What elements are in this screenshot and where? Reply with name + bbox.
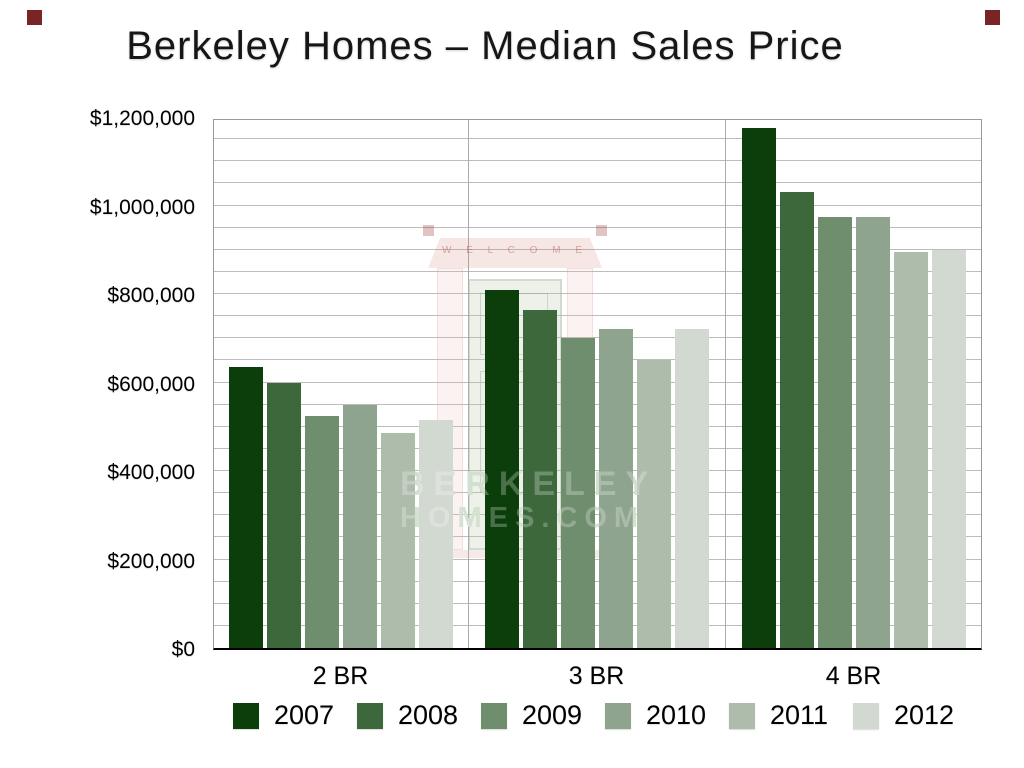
- legend-item-2010: 2010: [605, 700, 729, 731]
- y-axis-label: $200,000: [107, 549, 195, 573]
- legend-swatch-2008: [357, 702, 383, 729]
- legend-item-2007: 2007: [233, 700, 357, 731]
- watermark-door-pediment: [428, 238, 602, 268]
- watermark-corner-square-right: [596, 225, 607, 236]
- gridline: [214, 602, 981, 604]
- x-axis-label-3br: 3 BR: [568, 662, 625, 690]
- legend-item-2011: 2011: [729, 700, 853, 731]
- legend-label-2009: 2009: [522, 700, 583, 730]
- watermark-welcome-text: W E L C O M E: [442, 245, 588, 256]
- x-axis-label-4br: 4 BR: [825, 662, 882, 690]
- legend: 2007 2008 2009 2010 2011 2012: [233, 700, 977, 731]
- y-axis-label: $0: [171, 638, 195, 661]
- category-divider: [468, 120, 469, 648]
- gridline: [214, 470, 981, 471]
- gridline: [214, 558, 981, 560]
- gridline: [214, 492, 981, 494]
- gridline: [214, 270, 981, 272]
- legend-label-2010: 2010: [646, 700, 707, 730]
- watermark-overlay: BERKELEY HOMES.COM: [400, 215, 658, 565]
- gridline: [214, 315, 981, 317]
- gridline: [214, 624, 981, 626]
- y-axis-label: $800,000: [107, 284, 195, 307]
- gridline: [214, 403, 981, 405]
- gridline: [214, 514, 981, 516]
- legend-swatch-2009: [481, 702, 507, 729]
- y-axis-label: $1,000,000: [89, 195, 195, 219]
- legend-swatch-2012: [853, 702, 879, 729]
- gridline: [214, 160, 981, 162]
- watermark-text-homescom-overlay: HOMES.COM: [400, 502, 646, 534]
- watermark-corner-square-left: [423, 225, 434, 236]
- corner-accent-left: [27, 10, 42, 25]
- category-divider: [725, 120, 726, 648]
- legend-label-2011: 2011: [770, 700, 829, 730]
- gridline: [214, 226, 981, 228]
- legend-label-2008: 2008: [398, 700, 459, 730]
- plot-area: [213, 119, 982, 650]
- legend-label-2012: 2012: [894, 700, 955, 730]
- legend-item-2012: 2012: [853, 700, 977, 731]
- x-axis-label-2br: 2 BR: [312, 662, 369, 690]
- legend-label-2007: 2007: [274, 700, 335, 730]
- chart-title: Berkeley Homes – Median Sales Price: [126, 24, 844, 68]
- y-axis-label: $400,000: [107, 461, 195, 484]
- legend-swatch-2010: [605, 702, 631, 729]
- corner-accent-right: [985, 10, 1000, 25]
- legend-swatch-2011: [729, 702, 755, 729]
- watermark-text-berkeley-overlay: BERKELEY: [400, 465, 658, 503]
- gridline: [214, 359, 981, 361]
- gridline: [214, 248, 981, 250]
- gridline: [214, 138, 981, 140]
- gridline: [214, 580, 981, 582]
- gridline: [214, 337, 981, 339]
- gridline: [214, 447, 981, 449]
- gridline: [214, 293, 981, 294]
- gridline: [214, 204, 981, 206]
- gridline: [214, 381, 981, 383]
- legend-item-2009: 2009: [481, 700, 605, 731]
- y-axis-label: $1,200,000: [89, 107, 195, 130]
- legend-item-2008: 2008: [357, 700, 481, 731]
- gridline: [214, 182, 981, 184]
- y-axis-label: $600,000: [107, 372, 195, 396]
- gridline: [214, 536, 981, 538]
- gridline: [214, 425, 981, 427]
- legend-swatch-2007: [233, 702, 259, 729]
